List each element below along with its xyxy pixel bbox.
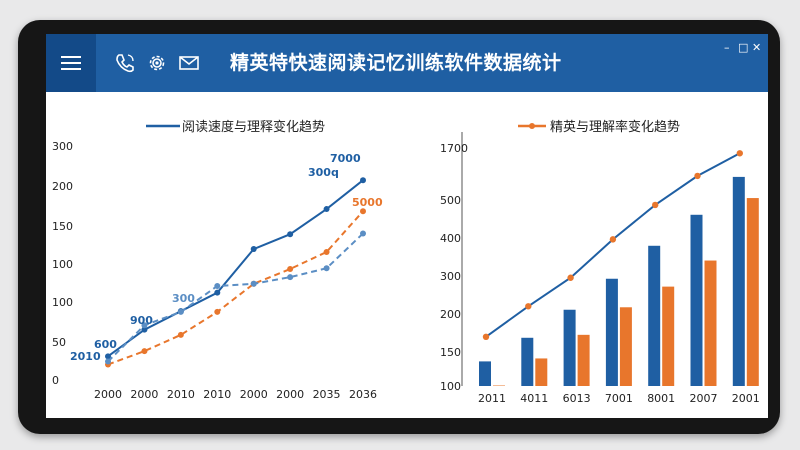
line-series-1: [107, 210, 364, 366]
bar-x-tick-label: 2011: [478, 392, 506, 405]
line-annotation: 2010: [70, 350, 101, 363]
bar-trend-point: [567, 274, 574, 281]
title-bar: 精英特快速阅读记忆训练软件数据统计 – □ ✕: [46, 34, 768, 92]
bar-legend-marker: [529, 123, 535, 129]
bar-series-1-bar: [619, 307, 632, 386]
menu-button[interactable]: [46, 34, 96, 92]
line-annotation: 600: [94, 338, 117, 351]
line-point: [214, 308, 221, 315]
bar-series-0-bar: [732, 176, 745, 386]
minimize-icon[interactable]: –: [724, 41, 730, 54]
line-point: [250, 246, 257, 253]
app-window: 精英特快速阅读记忆训练软件数据统计 – □ ✕ 阅读速度与理释变化趋势 300 2…: [46, 34, 768, 418]
line-point: [250, 280, 257, 287]
bar-series-1-bar: [746, 198, 759, 386]
bar-x-tick-label: 2007: [690, 392, 718, 405]
line-x-tick-label: 2000: [240, 388, 268, 401]
bar-x-tick-label: 4011: [520, 392, 548, 405]
bar-series-0-bar: [563, 309, 576, 386]
line-chart: 阅读速度与理释变化趋势 300 200 150 100 100 50 0 2000 2000 2…: [52, 119, 383, 401]
tablet-device: 精英特快速阅读记忆训练软件数据统计 – □ ✕ 阅读速度与理释变化趋势 300 2…: [18, 20, 780, 434]
line-y-tick-label: 200: [52, 180, 73, 193]
line-point: [287, 266, 294, 272]
menu-icon: [61, 56, 81, 70]
line-annotation: 300: [172, 292, 195, 305]
app-title: 精英特快速阅读记忆训练软件数据统计: [230, 52, 562, 74]
line-series-2: [107, 232, 364, 363]
maximize-icon[interactable]: □: [738, 41, 749, 54]
line-y-tick-label: 50: [52, 336, 66, 349]
bar-chart-legend: 精英与理解率变化趋势: [550, 119, 680, 135]
line-point: [360, 230, 366, 237]
line-x-tick-label: 2035: [313, 388, 341, 401]
line-x-tick-label: 2000: [276, 388, 304, 401]
line-point: [177, 331, 184, 338]
bar-trend-point: [609, 236, 617, 243]
charts-area: 阅读速度与理释变化趋势 300 200 150 100 100 50 0 2000 2000 2…: [46, 92, 768, 418]
line-point: [105, 353, 111, 360]
line-y-tick-label: 300: [52, 140, 73, 153]
bar-y-tick-label: 200: [440, 308, 461, 321]
line-chart-legend: 阅读速度与理释变化趋势: [182, 119, 325, 135]
bar-series-0-bar: [605, 278, 618, 386]
bar-series-1-bar: [704, 260, 717, 386]
bar-chart: 精英与理解率变化趋势 1700 500 400 300 200 150 100 2011 40…: [440, 119, 760, 405]
bar-trend-point: [736, 150, 743, 157]
line-point: [141, 326, 148, 333]
line-point: [287, 231, 294, 238]
gear-icon[interactable]: [146, 52, 168, 74]
line-point: [141, 348, 148, 355]
line-point: [177, 308, 184, 315]
bar-y-tick-label: 300: [440, 270, 461, 283]
bar-y-tick-label: 1700: [440, 142, 468, 155]
line-annotation: 5000: [352, 196, 383, 209]
bar-series-1-bar: [577, 334, 590, 386]
bar-x-tick-label: 2001: [732, 392, 760, 405]
phone-icon[interactable]: [114, 52, 136, 74]
line-point: [323, 248, 330, 255]
bar-x-tick-label: 7001: [605, 392, 633, 405]
bar-trend-point: [652, 201, 659, 209]
bar-trend-point: [525, 303, 532, 310]
line-point: [141, 322, 148, 329]
line-point: [323, 265, 330, 272]
bar-series-0-bar: [690, 214, 703, 386]
close-icon[interactable]: ✕: [752, 41, 762, 54]
line-y-tick-label: 0: [52, 374, 59, 387]
line-series-0: [107, 179, 364, 358]
line-point: [287, 274, 294, 281]
line-point: [360, 208, 366, 215]
line-point: [214, 289, 221, 296]
bar-x-tick-label: 8001: [647, 392, 675, 405]
line-y-tick-label: 100: [52, 258, 73, 271]
line-point: [360, 177, 366, 184]
mail-icon[interactable]: [178, 52, 200, 74]
line-point: [323, 206, 330, 213]
bar-y-tick-label: 500: [440, 194, 461, 207]
line-y-tick-label: 100: [52, 296, 73, 309]
bar-trend-point: [694, 172, 701, 180]
line-point: [105, 358, 111, 365]
bar-series-1-bar: [535, 358, 548, 386]
bar-x-tick-label: 6013: [563, 392, 591, 405]
bar-series-1-bar: [662, 286, 675, 386]
line-annotation: 7000: [330, 152, 361, 165]
bar-y-tick-label: 100: [440, 380, 461, 393]
line-x-tick-label: 2000: [130, 388, 158, 401]
line-annotation: 900: [130, 314, 153, 327]
bar-y-tick-label: 150: [440, 346, 461, 359]
line-y-tick-label: 150: [52, 220, 73, 233]
bar-series-0-bar: [479, 361, 491, 386]
bar-series-0-bar: [521, 337, 534, 386]
line-x-tick-label: 2010: [167, 388, 195, 401]
line-x-tick-label: 2010: [203, 388, 231, 401]
bar-y-tick-label: 400: [440, 232, 461, 245]
line-annotation: 300q: [308, 166, 339, 179]
bar-series-0-bar: [648, 245, 661, 386]
line-point: [214, 283, 221, 290]
line-x-tick-label: 2036: [349, 388, 377, 401]
line-x-tick-label: 2000: [94, 388, 122, 401]
bar-trend-point: [482, 333, 490, 340]
